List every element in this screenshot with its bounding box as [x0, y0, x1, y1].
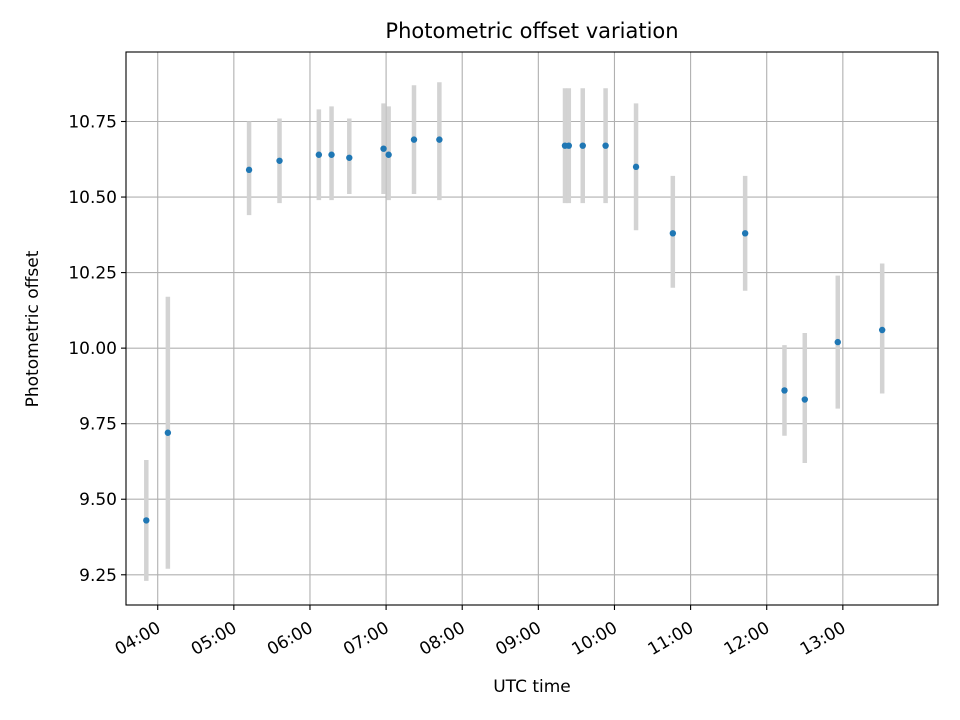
x-tick-label: 05:00 — [188, 618, 240, 660]
data-point — [385, 151, 392, 158]
x-tick-label: 06:00 — [264, 618, 316, 660]
chart-title: Photometric offset variation — [385, 19, 678, 43]
x-tick-label: 09:00 — [492, 618, 544, 660]
data-point — [380, 145, 387, 152]
data-point — [579, 142, 586, 149]
plot-frame — [125, 51, 939, 606]
data-point — [632, 163, 640, 171]
y-tick-label: 10.50 — [68, 188, 117, 208]
data-points — [143, 136, 886, 524]
errorbars — [144, 82, 885, 581]
data-point — [781, 387, 788, 394]
data-point — [164, 429, 172, 436]
x-tick-label: 07:00 — [340, 618, 392, 660]
data-point — [276, 157, 283, 164]
y-tick-label: 9.75 — [79, 415, 117, 435]
data-point — [565, 142, 572, 149]
data-point — [245, 166, 253, 174]
y-tick-label: 9.50 — [79, 490, 117, 510]
data-point — [801, 396, 808, 403]
y-tick-label: 10.00 — [68, 339, 117, 359]
y-tick-label: 9.25 — [79, 566, 117, 586]
x-tick-label: 08:00 — [416, 618, 468, 660]
data-point — [143, 517, 150, 524]
data-point — [834, 338, 841, 346]
x-tick-label: 04:00 — [112, 618, 164, 660]
y-tick-label: 10.75 — [68, 113, 117, 133]
data-point — [878, 326, 886, 334]
y-tick-label: 10.25 — [68, 264, 117, 284]
y-axis-label: Photometric offset — [23, 250, 43, 407]
data-point — [346, 154, 353, 161]
data-point — [315, 151, 323, 158]
ticks: 04:00 05:00 06:00 07:00 08:00 09:00 10:00 11:00… — [68, 113, 849, 660]
data-point — [669, 230, 677, 237]
data-point — [602, 142, 609, 149]
x-tick-label: 13:00 — [797, 618, 849, 660]
x-axis-label: UTC time — [493, 677, 571, 697]
x-tick-label: 12:00 — [721, 618, 773, 660]
data-point — [436, 136, 443, 143]
data-point — [328, 151, 335, 158]
data-point — [410, 136, 418, 143]
x-tick-label: 11:00 — [645, 618, 697, 660]
x-tick-label: 10:00 — [569, 618, 621, 660]
data-point — [741, 230, 749, 237]
